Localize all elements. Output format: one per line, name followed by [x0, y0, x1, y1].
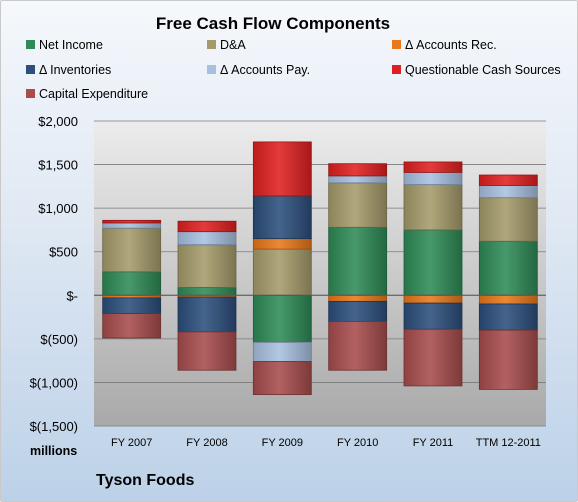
legend-label: Δ Accounts Rec. [405, 38, 497, 52]
bar-segment-d-a [403, 184, 463, 231]
bar-segment-questionable-cash-sources [102, 219, 162, 224]
x-tick-label: TTM 12-2011 [476, 437, 541, 449]
legend-da: D&A [207, 38, 246, 52]
legend-inventories: Δ Inventories [26, 63, 111, 77]
bar-segment-capital-expenditure [252, 361, 312, 396]
bar-segment-net-income [478, 240, 538, 296]
legend-accounts-pay: Δ Accounts Pay. [207, 63, 310, 77]
y-tick-label: $500 [49, 245, 78, 260]
legend-label: Questionable Cash Sources [405, 63, 561, 77]
unit-label: millions [30, 444, 78, 458]
legend-swatch [26, 65, 35, 74]
bar-segment-capital-expenditure [403, 328, 463, 387]
bar-segment-inventories [403, 302, 463, 330]
bar-segment-net-income [252, 294, 312, 343]
y-tick-label: $(500) [40, 332, 78, 347]
bar-segment-net-income [328, 226, 388, 296]
plot-area [94, 121, 546, 426]
bar-segment-inventories [177, 296, 237, 333]
bar-segment-questionable-cash-sources [328, 163, 388, 177]
bar-segment-d-a [478, 197, 538, 242]
legend-label: Δ Accounts Pay. [220, 63, 311, 77]
y-tick-label: $(1,000) [30, 375, 78, 390]
y-tick-label: $- [66, 288, 78, 303]
x-tick-label: FY 2009 [262, 437, 303, 449]
bar-segment-accounts-pay [478, 185, 538, 199]
y-tick-label: $1,000 [38, 201, 78, 216]
bar-segment-questionable-cash-sources [403, 161, 463, 173]
bar-segment-capital-expenditure [102, 313, 162, 339]
legend-label: Net Income [39, 38, 103, 52]
bar-segment-accounts-pay [177, 231, 237, 246]
legend-questionable-cash: Questionable Cash Sources [392, 63, 561, 77]
legend-swatch [26, 89, 35, 98]
bar-segment-d-a [328, 182, 388, 228]
bar-segment-net-income [177, 287, 237, 296]
legend-accounts-rec: Δ Accounts Rec. [392, 38, 497, 52]
company-name: Tyson Foods [96, 472, 195, 489]
legend-capital-expenditure: Capital Expenditure [26, 87, 148, 101]
legend-swatch [207, 65, 216, 74]
bar-segment-accounts-rec [478, 294, 538, 305]
x-tick-label: FY 2010 [337, 437, 378, 449]
legend-swatch [26, 40, 35, 49]
bar-segment-net-income [102, 271, 162, 296]
bar-segment-capital-expenditure [177, 331, 237, 371]
bar-segment-questionable-cash-sources [252, 141, 312, 197]
y-tick-label: $2,000 [38, 114, 78, 129]
bar-segment-questionable-cash-sources [177, 220, 237, 233]
bar-segment-accounts-pay [328, 175, 388, 184]
bar-segment-questionable-cash-sources [478, 174, 538, 186]
legend-swatch [207, 40, 216, 49]
bar-segment-accounts-pay [403, 172, 463, 186]
bar-segment-capital-expenditure [478, 329, 538, 390]
bar-segment-inventories [252, 195, 312, 240]
bar-segment-net-income [403, 229, 463, 296]
legend-net-income: Net Income [26, 38, 103, 52]
bar-segment-inventories [102, 297, 162, 314]
x-tick-label: FY 2007 [111, 437, 152, 449]
bar-segment-d-a [177, 244, 237, 288]
y-tick-label: $(1,500) [30, 419, 78, 434]
legend-swatch [392, 40, 401, 49]
bar-segment-capital-expenditure [328, 321, 388, 371]
y-tick-label: $1,500 [38, 158, 78, 173]
legend-label: Δ Inventories [39, 63, 112, 77]
x-tick-label: FY 2011 [413, 437, 454, 449]
bar-segment-accounts-pay [102, 222, 162, 229]
bar-segment-accounts-rec [403, 294, 463, 304]
chart-title: Free Cash Flow Components [155, 14, 391, 33]
legend-label: D&A [220, 38, 246, 52]
bar-segment-inventories [328, 300, 388, 322]
bar-segment-d-a [252, 248, 312, 296]
bar-segment-inventories [478, 303, 538, 331]
x-tick-label: FY 2008 [186, 437, 227, 449]
bar-segment-accounts-rec [328, 294, 388, 302]
legend-label: Capital Expenditure [39, 87, 149, 101]
legend-swatch [392, 65, 401, 74]
bar-segment-d-a [102, 227, 162, 273]
bar-segment-accounts-pay [252, 341, 312, 362]
bar-segment-accounts-rec [252, 238, 312, 250]
